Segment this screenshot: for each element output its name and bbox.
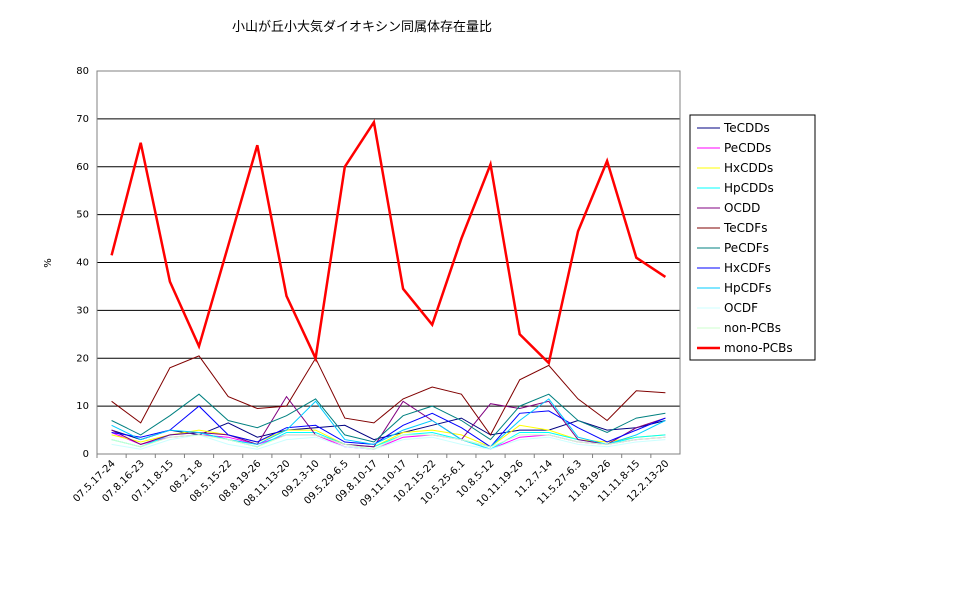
- y-tick-label: 50: [76, 210, 89, 221]
- series-line: [111, 434, 666, 450]
- y-axis-label: %: [43, 258, 54, 268]
- legend-label: PeCDDs: [724, 141, 771, 155]
- legend-label: non-PCBs: [724, 321, 781, 335]
- legend-label: mono-PCBs: [724, 341, 793, 355]
- legend-label: HxCDFs: [724, 261, 771, 275]
- series-line: [110, 118, 667, 366]
- series-line: [111, 398, 666, 448]
- y-tick-label: 0: [83, 449, 89, 460]
- series-line: [111, 395, 666, 448]
- series-line: [111, 393, 666, 443]
- y-tick-label: 60: [76, 162, 89, 173]
- legend-label: OCDF: [724, 301, 758, 315]
- y-tick-label: 40: [76, 258, 89, 269]
- y-tick-label: 10: [76, 401, 89, 412]
- legend-label: HpCDFs: [724, 281, 771, 295]
- legend-label: TeCDDs: [723, 121, 770, 135]
- legend-label: PeCDFs: [724, 241, 769, 255]
- legend-label: TeCDFs: [723, 221, 767, 235]
- y-tick-label: 30: [76, 305, 89, 316]
- y-tick-label: 20: [76, 353, 89, 364]
- legend-label: OCDD: [724, 201, 760, 215]
- series-line: [111, 434, 666, 450]
- chart-title: 小山が丘小大気ダイオキシン同属体存在量比: [232, 19, 492, 35]
- series-line: [111, 355, 666, 436]
- legend-label: HpCDDs: [724, 181, 774, 195]
- legend-label: HxCDDs: [724, 161, 773, 175]
- y-tick-label: 70: [76, 114, 89, 125]
- y-tick-label: 80: [76, 66, 89, 77]
- legend: [689, 114, 816, 361]
- series-line: [111, 405, 666, 448]
